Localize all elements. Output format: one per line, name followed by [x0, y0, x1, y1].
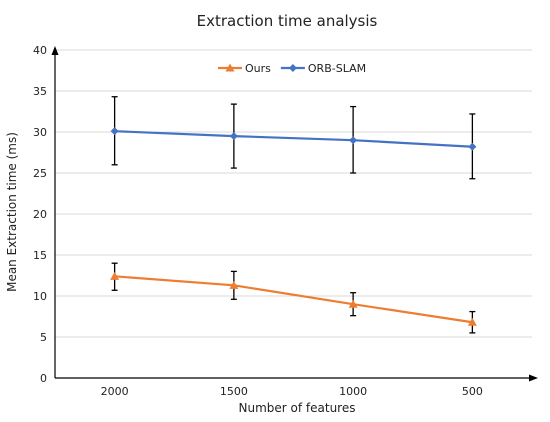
- y-tick-label: 10: [33, 290, 47, 303]
- y-tick-label: 5: [40, 331, 47, 344]
- series-ours: [110, 262, 477, 334]
- series-line: [114, 275, 473, 324]
- data-point: [110, 271, 120, 280]
- y-tick-label: 0: [40, 372, 47, 385]
- series-line: [114, 130, 473, 148]
- y-axis-label: Mean Extraction time (ms): [5, 132, 19, 292]
- y-tick-label: 15: [33, 249, 47, 262]
- y-tick-label: 25: [33, 167, 47, 180]
- axes: [51, 46, 538, 382]
- x-tick-labels: 2000 1500 1000 500: [101, 385, 483, 398]
- y-tick-label: 35: [33, 85, 47, 98]
- y-tick-labels: 0 5 10 15 20 25 30 35 40: [33, 44, 47, 385]
- chart-title: Extraction time analysis: [197, 12, 378, 30]
- legend-item-ours: Ours: [218, 62, 271, 75]
- y-tick-label: 40: [33, 44, 47, 57]
- series-orb-slam: [110, 96, 477, 180]
- legend-item-orb-slam: ORB-SLAM: [280, 62, 366, 75]
- data-point: [229, 132, 238, 141]
- data-point: [110, 127, 119, 136]
- data-point: [467, 317, 477, 326]
- y-tick-label: 20: [33, 208, 47, 221]
- legend-label: Ours: [245, 62, 271, 75]
- legend-marker: [225, 63, 235, 72]
- x-axis-arrow: [529, 374, 538, 382]
- y-axis-arrow: [51, 46, 59, 55]
- x-tick-label: 500: [462, 385, 483, 398]
- data-point: [468, 142, 477, 151]
- x-tick-label: 1500: [220, 385, 248, 398]
- legend-marker: [288, 64, 297, 72]
- data-point: [229, 280, 239, 289]
- data-point: [348, 299, 358, 308]
- legend-label: ORB-SLAM: [308, 62, 366, 75]
- legend: Ours ORB-SLAM: [218, 62, 366, 75]
- x-axis-label: Number of features: [239, 401, 356, 415]
- series-layer: [110, 96, 477, 334]
- y-tick-label: 30: [33, 126, 47, 139]
- x-tick-label: 2000: [101, 385, 129, 398]
- x-tick-label: 1000: [339, 385, 367, 398]
- data-point: [349, 136, 358, 145]
